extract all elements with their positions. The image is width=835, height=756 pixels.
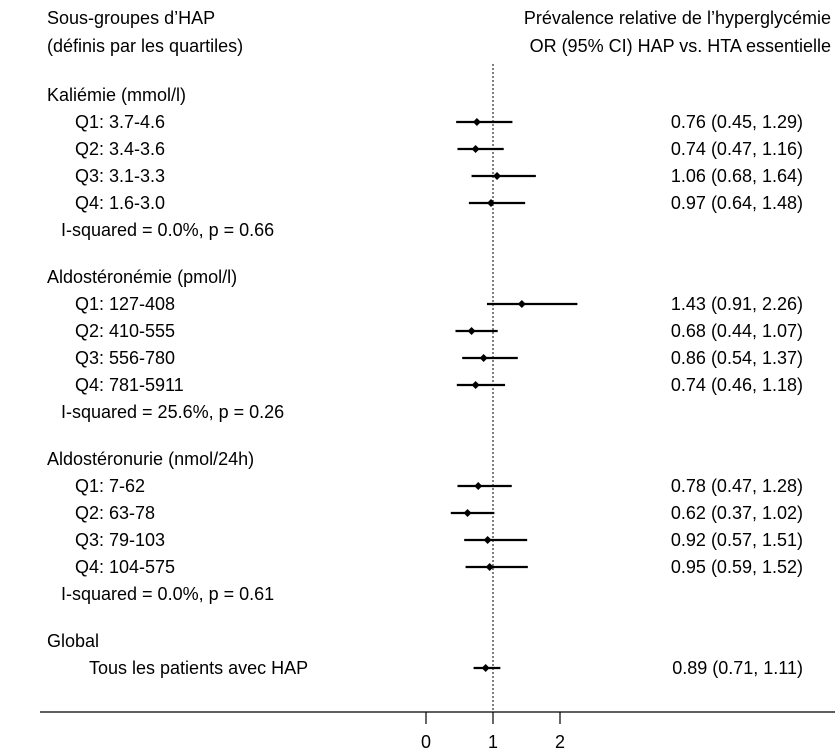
heterogeneity-label: I-squared = 25.6%, p = 0.26 (61, 402, 284, 422)
x-axis: 0 1 2 (40, 64, 835, 752)
x-tick-label: 1 (488, 732, 498, 752)
header-left-line2: (définis par les quartiles) (47, 36, 243, 56)
or-point (481, 664, 490, 672)
row-label: Q3: 79-103 (75, 530, 165, 550)
ci-text: 0.97 (0.64, 1.48) (671, 193, 803, 213)
forest-rows: Kaliémie (mmol/l) Q1: 3.7-4.6 0.76 (0.45, … (47, 85, 803, 678)
header: Sous-groupes d’HAP (définis par les quar… (47, 8, 831, 56)
row-label: Q4: 104-575 (75, 557, 175, 577)
ci-text: 0.78 (0.47, 1.28) (671, 476, 803, 496)
row-label: Q4: 1.6-3.0 (75, 193, 165, 213)
row-label: Q1: 3.7-4.6 (75, 112, 165, 132)
header-left-line1: Sous-groupes d’HAP (47, 8, 215, 28)
or-point (479, 354, 488, 362)
or-point (472, 118, 481, 126)
row-label: Q1: 127-408 (75, 294, 175, 314)
or-point (471, 145, 480, 153)
header-right-line2: OR (95% CI) HAP vs. HTA essentielle (530, 36, 831, 56)
ci-text: 1.43 (0.91, 2.26) (671, 294, 803, 314)
ci-text: 0.74 (0.46, 1.18) (671, 375, 803, 395)
row-label: Tous les patients avec HAP (89, 658, 308, 678)
ci-text: 1.06 (0.68, 1.64) (671, 166, 803, 186)
or-point (463, 509, 472, 517)
heterogeneity-label: I-squared = 0.0%, p = 0.61 (61, 584, 274, 604)
or-point (483, 536, 492, 544)
ci-text: 0.76 (0.45, 1.29) (671, 112, 803, 132)
or-point (471, 381, 480, 389)
or-point (467, 327, 476, 335)
group-title: Global (47, 631, 99, 651)
ci-text: 0.68 (0.44, 1.07) (671, 321, 803, 341)
ci-text: 0.74 (0.47, 1.16) (671, 139, 803, 159)
or-point (485, 563, 494, 571)
row-label: Q2: 63-78 (75, 503, 155, 523)
ci-text: 0.95 (0.59, 1.52) (671, 557, 803, 577)
heterogeneity-label: I-squared = 0.0%, p = 0.66 (61, 220, 274, 240)
row-label: Q3: 556-780 (75, 348, 175, 368)
group-title: Aldostéronémie (pmol/l) (47, 267, 237, 287)
row-label: Q4: 781-5911 (75, 375, 184, 395)
group-title: Aldostéronurie (nmol/24h) (47, 449, 254, 469)
row-label: Q2: 410-555 (75, 321, 175, 341)
or-point (517, 300, 526, 308)
row-label: Q2: 3.4-3.6 (75, 139, 165, 159)
or-point (486, 199, 495, 207)
ci-text: 0.89 (0.71, 1.11) (672, 658, 803, 678)
ci-text: 0.92 (0.57, 1.51) (671, 530, 803, 550)
x-tick-label: 2 (555, 732, 565, 752)
ci-text: 0.62 (0.37, 1.02) (671, 503, 803, 523)
or-point (493, 172, 502, 180)
x-tick-label: 0 (421, 732, 431, 752)
row-label: Q3: 3.1-3.3 (75, 166, 165, 186)
row-label: Q1: 7-62 (75, 476, 145, 496)
or-point (474, 482, 483, 490)
group-title: Kaliémie (mmol/l) (47, 85, 186, 105)
ci-text: 0.86 (0.54, 1.37) (671, 348, 803, 368)
header-right-line1: Prévalence relative de l’hyperglycémie (524, 8, 831, 28)
